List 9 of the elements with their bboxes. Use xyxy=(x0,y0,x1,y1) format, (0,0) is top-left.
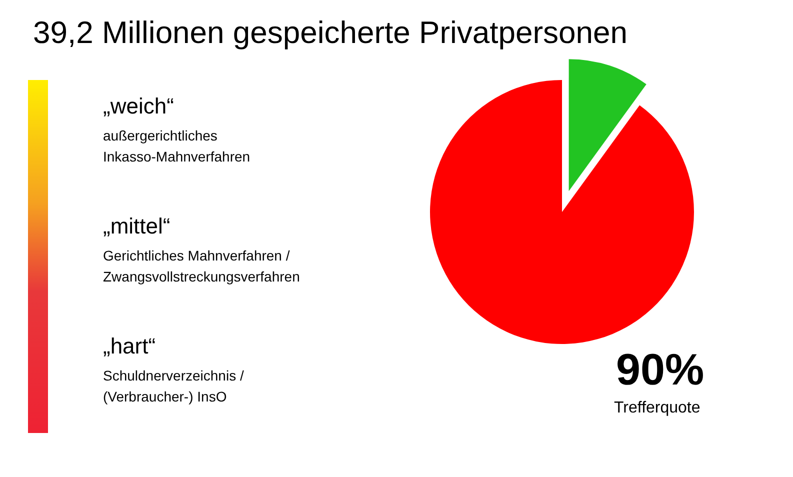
text: Gerichtliches Mahnverfahren / Zwangsvollstreckungsverfahren xyxy=(103,248,300,284)
text: Schuldnerverzeichnis / (Verbraucher-) InsO xyxy=(103,368,244,404)
text: „weich“ xyxy=(103,94,174,118)
chart-title: 39,2 Millionen gespeicherte Privatpersonen xyxy=(33,15,628,50)
text: „mittel“ xyxy=(103,214,170,238)
text: außergerichtliches Inkasso-Mahnverfahren xyxy=(103,128,250,164)
text: Trefferquote xyxy=(614,400,700,416)
text: 90% xyxy=(616,346,704,394)
text: „hart“ xyxy=(103,334,156,358)
